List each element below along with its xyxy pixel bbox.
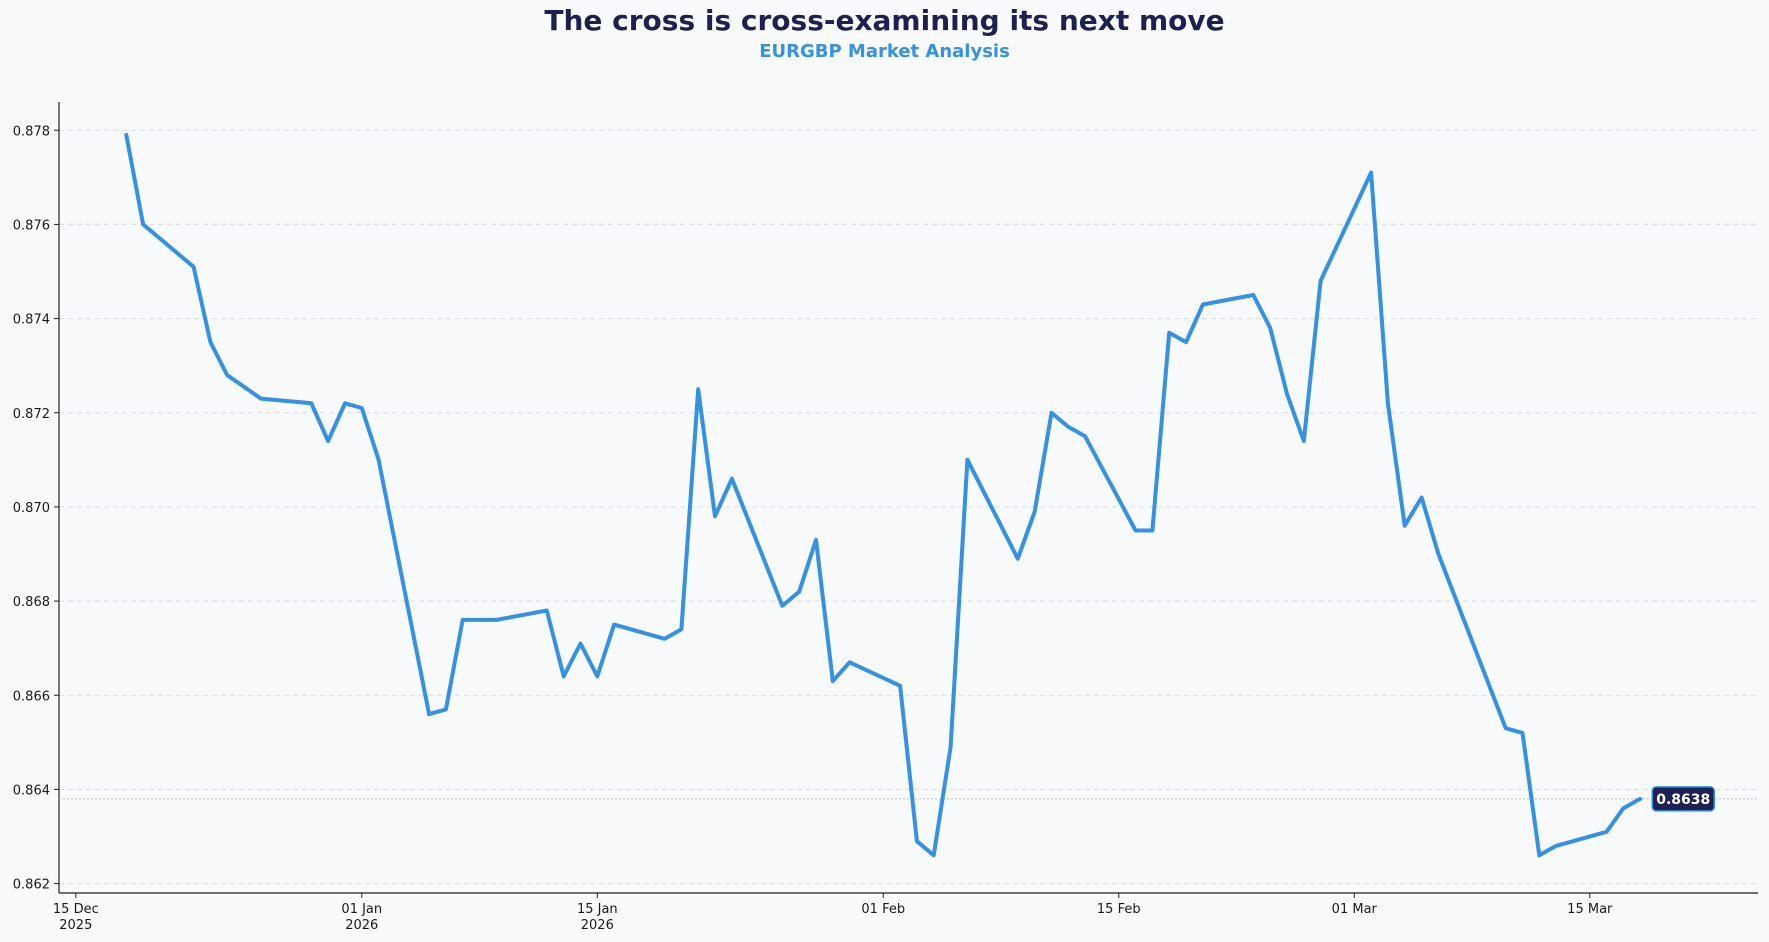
y-tick-label: 0.868 [13,595,50,610]
last-value-label: 0.8638 [1656,792,1710,808]
y-tick-label: 0.872 [13,407,50,422]
x-tick-label: 01 Feb [861,902,905,917]
y-tick-label: 0.876 [13,218,50,233]
series-line [124,133,1643,858]
y-tick-label: 0.870 [13,501,50,516]
y-tick-label: 0.862 [13,878,50,893]
y-axis-ticks: 0.862 0.864 0.866 0.868 0.870 0.872 0.874 0.876… [13,124,59,893]
x-tick-label: 01 Jan [341,902,382,917]
data-points [124,133,1642,857]
x-tick-label: 01 Mar [1332,902,1378,917]
x-tick-year-label: 2026 [345,918,378,933]
axes [58,102,1758,894]
y-tick-label: 0.866 [13,689,50,704]
x-tick-label: 15 Mar [1567,902,1613,917]
x-tick-year-label: 2025 [59,918,92,933]
last-value-badge-box [1651,786,1715,812]
chart-title: The cross is cross-examining its next mo… [544,4,1225,37]
chart-subtitle: EURGBP Market Analysis [759,41,1010,62]
x-tick-label: 15 Feb [1097,902,1141,917]
y-tick-label: 0.874 [13,313,50,328]
x-tick-label: 15 Dec [53,902,99,917]
y-tick-label: 0.864 [13,783,50,798]
y-tick-label: 0.878 [13,124,50,139]
x-tick-year-label: 2026 [581,918,614,933]
last-value-badge: 0.8638 [1651,786,1715,812]
x-tick-label: 15 Jan [577,902,618,917]
